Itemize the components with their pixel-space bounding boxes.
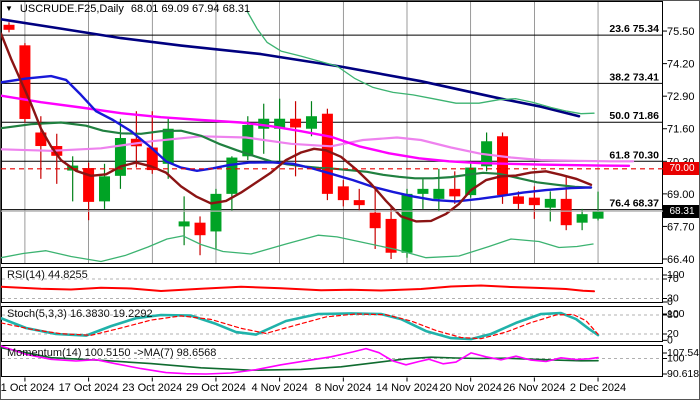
svg-text:69.00: 69.00 [667,189,695,201]
svg-text:76.4 68.37: 76.4 68.37 [609,198,659,210]
svg-text:8 Nov 2024: 8 Nov 2024 [315,382,371,394]
candles [3,22,604,259]
momentum-scale: 107.5455100 90.6183 [663,347,700,380]
svg-text:29 Oct 2024: 29 Oct 2024 [186,382,246,394]
svg-text:72.90: 72.90 [667,91,695,103]
stochastic-lines [1,311,600,341]
svg-text:26 Nov 2024: 26 Nov 2024 [503,382,565,394]
svg-text:20 Nov 2024: 20 Nov 2024 [439,382,501,394]
svg-text:75.50: 75.50 [667,26,695,38]
svg-text:67.70: 67.70 [667,221,695,233]
svg-text:0: 0 [667,296,673,308]
svg-text:100: 100 [667,352,685,364]
svg-text:20: 20 [667,328,679,340]
svg-text:100: 100 [667,269,685,281]
svg-text:80: 80 [667,309,679,321]
svg-text:38.2 73.41: 38.2 73.41 [609,71,659,83]
svg-text:71.60: 71.60 [667,124,695,136]
svg-text:0: 0 [667,334,673,346]
momentum-lines [1,345,599,375]
svg-text:11 Oct 2024: 11 Oct 2024 [1,382,54,394]
svg-text:50.0 71.86: 50.0 71.86 [609,110,659,122]
svg-text:70: 70 [667,273,679,285]
svg-text:4 Nov 2024: 4 Nov 2024 [252,382,308,394]
svg-text:100: 100 [667,308,685,320]
svg-text:66.40: 66.40 [667,254,695,266]
ma-lines [1,10,635,263]
price-level-badge-70: 70.00 [663,162,699,175]
panel-borders [1,1,663,377]
svg-text:23 Oct 2024: 23 Oct 2024 [122,382,182,394]
fibonacci-levels: 23.6 75.34 38.2 73.41 50.0 71.86 61.8 70.30… [1,23,663,211]
svg-text:107.5455: 107.5455 [667,347,700,359]
price-lines [1,168,663,212]
date-axis: 11 Oct 2024 17 Oct 2024 23 Oct 2024 29 Oct … [1,377,626,394]
svg-text:14 Nov 2024: 14 Nov 2024 [376,382,438,394]
svg-text:90.6183: 90.6183 [667,368,700,380]
rsi-line [1,284,595,293]
svg-text:23.6 75.34: 23.6 75.34 [609,23,659,35]
svg-text:74.20: 74.20 [667,59,695,71]
current-price-badge: 68.31 [663,205,699,218]
svg-text:2 Dec 2024: 2 Dec 2024 [570,382,626,394]
svg-text:17 Oct 2024: 17 Oct 2024 [59,382,119,394]
svg-text:30: 30 [667,293,679,305]
svg-text:61.8 70.30: 61.8 70.30 [609,149,659,161]
